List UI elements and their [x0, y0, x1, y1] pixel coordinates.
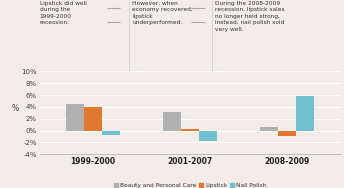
Bar [84, 107, 102, 130]
Bar [102, 130, 120, 135]
Bar [296, 96, 314, 130]
Text: However, when
economy recovered,
lipstick
underperformed.: However, when economy recovered, lipstic… [132, 1, 193, 25]
Text: Lipstick did well
during the
1999-2000
recession.: Lipstick did well during the 1999-2000 r… [40, 1, 86, 25]
Bar [163, 112, 181, 130]
Y-axis label: %: % [12, 104, 19, 113]
Legend: Beauty and Personal Care, Lipstick, Nail Polish: Beauty and Personal Care, Lipstick, Nail… [111, 180, 269, 188]
Bar [181, 129, 199, 130]
Bar [260, 127, 278, 130]
Bar [278, 130, 296, 136]
Text: During the 2008-2009
recession, lipstick sales
no longer held strong,
instead, n: During the 2008-2009 recession, lipstick… [215, 1, 284, 32]
Bar [66, 104, 84, 130]
Bar [199, 130, 217, 141]
